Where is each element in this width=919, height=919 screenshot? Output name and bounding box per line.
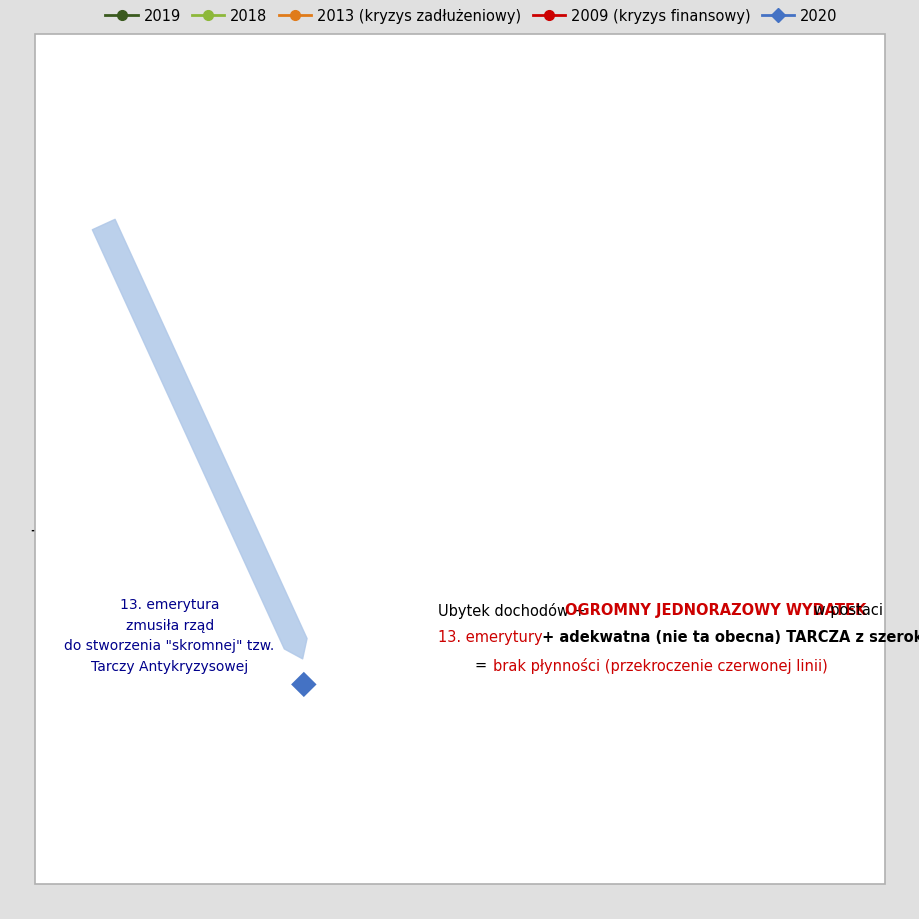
Text: w postaci: w postaci	[808, 602, 881, 617]
Text: BEZPIECZEŃSTWO PŁYNNOŚCI FINANSOWEJ PAŃSTWA: BEZPIECZEŃSTWO PŁYNNOŚCI FINANSOWEJ PAŃS…	[221, 529, 789, 552]
Text: Ubytek dochodów +: Ubytek dochodów +	[437, 602, 590, 618]
Text: 13. emerytury: 13. emerytury	[437, 630, 542, 644]
Text: 13. emerytura
zmusiła rząd
do stworzenia "skromnej" tzw.
Tarczy Antykryzysowej: 13. emerytura zmusiła rząd do stworzenia…	[64, 597, 275, 673]
Legend: 2019, 2018, 2013 (kryzys zadłużeniowy), 2009 (kryzys finansowy), 2020: 2019, 2018, 2013 (kryzys zadłużeniowy), …	[99, 4, 843, 30]
Text: + adekwatna (nie ta obecna) TARCZA z szerokim zakresem wsparcia: + adekwatna (nie ta obecna) TARCZA z sze…	[537, 630, 919, 644]
Text: -6,3: -6,3	[240, 436, 269, 451]
Text: brak płynności (przekroczenie czerwonej linii): brak płynności (przekroczenie czerwonej …	[493, 657, 827, 673]
Text: -10,6: -10,6	[307, 513, 346, 528]
Text: =: =	[474, 657, 491, 672]
Text: OGROMNY JEDNORAZOWY WYDATEK: OGROMNY JEDNORAZOWY WYDATEK	[564, 602, 866, 617]
Text: ◆: ◆	[290, 666, 316, 699]
Text: 6,0: 6,0	[291, 227, 315, 242]
